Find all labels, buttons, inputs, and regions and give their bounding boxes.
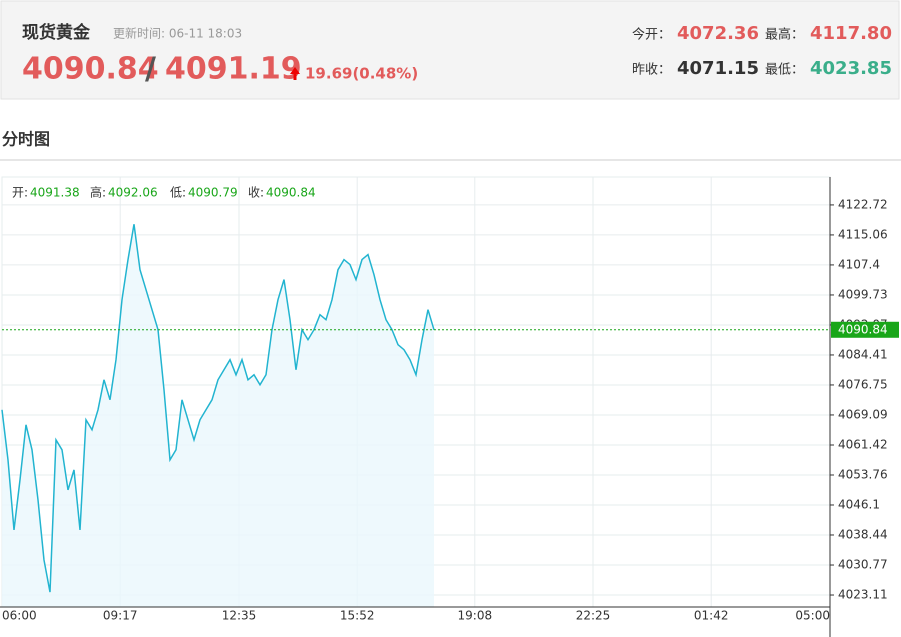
ohlc-label: 开: — [12, 186, 28, 200]
ohlc-value: 4090.79 — [188, 186, 238, 200]
price: 4090.84 — [22, 52, 159, 87]
price2: 4091.19 — [165, 52, 302, 87]
y-tick-label: 4069.09 — [838, 407, 888, 421]
price-line — [1, 224, 435, 593]
x-tick-label: 06:00 — [2, 609, 37, 623]
y-tick-label: 4107.4 — [838, 257, 880, 271]
x-tick-label: 22:25 — [576, 609, 611, 623]
y-tick-label: 4084.41 — [838, 347, 888, 361]
reference-label-box — [831, 321, 899, 338]
stat-label: 最低： — [765, 63, 804, 78]
ohlc-label: 高: — [90, 185, 106, 200]
ohlc-value: 4091.38 — [30, 186, 80, 200]
separator: / — [145, 52, 156, 87]
x-tick-label: 15:52 — [340, 609, 375, 623]
ohlc-value: 4092.06 — [108, 186, 158, 200]
y-tick-label: 4038.44 — [838, 527, 888, 541]
y-tick-label: 4030.77 — [838, 558, 888, 572]
ohlc-value: 4090.84 — [266, 186, 316, 200]
stat-label: 最高： — [765, 27, 804, 43]
stat-value: 4071.15 — [677, 58, 759, 79]
change: 19.69(0.48%) — [305, 65, 418, 83]
x-tick-label: 19:08 — [458, 609, 493, 623]
stat-value: 4023.85 — [810, 58, 892, 79]
y-tick-label: 4046.1 — [838, 497, 880, 511]
update-time: 更新时间: 06-11 18:03 — [113, 26, 242, 41]
header-box — [0, 0, 900, 100]
y-tick-label: 4076.75 — [838, 377, 888, 391]
stat-value: 4072.36 — [677, 23, 759, 44]
y-tick-label: 4099.73 — [838, 287, 888, 301]
x-tick-label: 05:00 — [795, 609, 830, 623]
reference-label: 4090.84 — [838, 322, 888, 336]
section-title: 分时图 — [2, 130, 50, 149]
y-tick-label: 4122.72 — [838, 197, 888, 211]
stat-label: 昨收： — [632, 63, 671, 78]
ohlc-label: 低: — [170, 186, 186, 200]
x-tick-label: 01:42 — [694, 609, 729, 623]
up-arrow — [290, 67, 300, 80]
stat-value: 4117.80 — [810, 23, 892, 44]
y-tick-label: 4053.76 — [838, 467, 888, 481]
x-tick-label: 12:35 — [222, 609, 257, 623]
title: 现货黄金 — [22, 22, 91, 43]
stat-label: 今开： — [632, 27, 671, 43]
y-tick-label: 4061.42 — [838, 437, 888, 451]
y-tick-label: 4023.11 — [838, 588, 888, 602]
x-tick-label: 09:17 — [103, 609, 138, 623]
y-tick-label: 4115.06 — [838, 227, 888, 241]
ohlc-label: 收: — [248, 186, 264, 200]
